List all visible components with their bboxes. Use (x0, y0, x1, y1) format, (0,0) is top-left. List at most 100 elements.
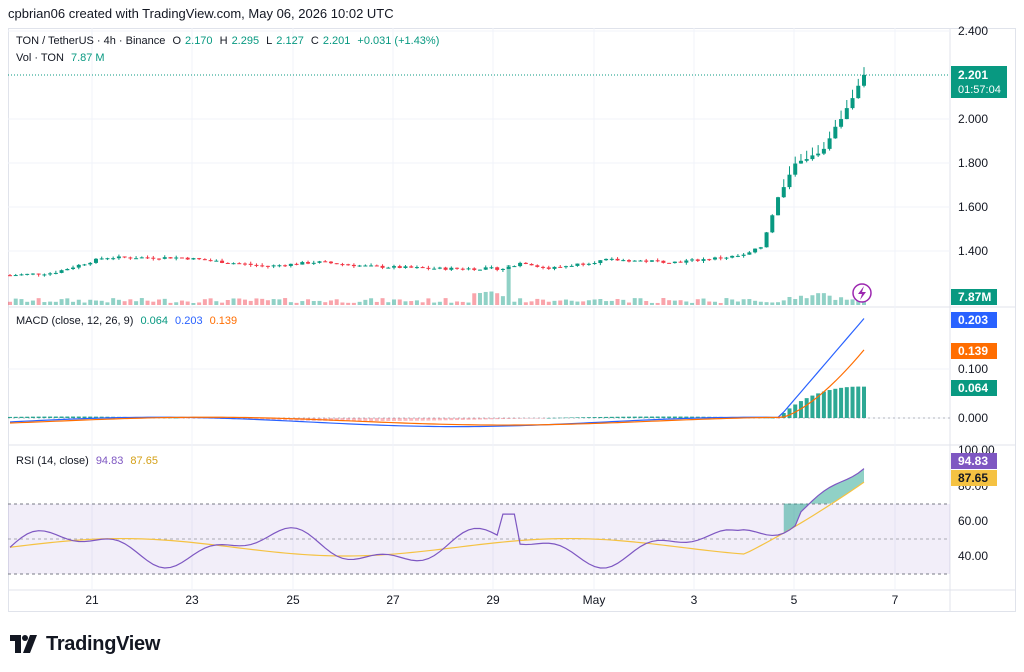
candle-body (420, 267, 425, 269)
macd-hist-bar (369, 418, 374, 422)
volume-label: Vol · TON (16, 52, 64, 64)
volume-bar (99, 300, 104, 305)
volume-bar (420, 302, 425, 305)
volume-bar (283, 298, 288, 305)
macd-hist-bar (357, 418, 362, 422)
candle-body (48, 273, 53, 275)
candle-body (483, 267, 488, 270)
macd-legend[interactable]: MACD (close, 12, 26, 9) 0.064 0.203 0.13… (16, 315, 241, 327)
candle-body (340, 264, 345, 266)
macd-hist-bar (472, 418, 477, 420)
volume-bar (139, 298, 144, 305)
svg-text:7.87M: 7.87M (958, 290, 991, 304)
volume-bar (598, 299, 603, 305)
volume-bar (277, 299, 282, 305)
volume-bar (495, 293, 500, 305)
tradingview-logo[interactable]: TradingView (10, 630, 160, 658)
symbol-legend[interactable]: TON / TetherUS · 4h · Binance O 2.170 H 2.… (16, 35, 443, 47)
time-tick: 7 (892, 593, 899, 607)
macd-hist-bar (25, 416, 30, 418)
volume-bar (197, 302, 202, 305)
candle-body (644, 260, 649, 262)
time-tick: 5 (791, 593, 798, 607)
macd-hist-bar (420, 418, 425, 421)
candle-body (179, 257, 184, 259)
candle-body (357, 265, 362, 267)
price-candles (8, 67, 866, 277)
volume-bar (42, 302, 47, 305)
rsi-value-badge: 94.83 (951, 453, 997, 469)
macd-hist-bar (627, 416, 632, 418)
candle-body (535, 265, 540, 267)
macd-tick: 0.100 (958, 362, 988, 376)
rsi-ma-value: 87.65 (130, 455, 158, 467)
candle-body (816, 153, 821, 156)
rsi-line (9, 468, 865, 569)
volume-bar (644, 301, 649, 305)
volume-bar (225, 299, 230, 305)
macd-hist-bar (563, 417, 568, 419)
macd-hist-bar (844, 387, 849, 418)
volume-bar (552, 300, 557, 305)
volume-bar (128, 299, 133, 305)
volume-bar (426, 298, 431, 305)
rsi-legend[interactable]: RSI (14, close) 94.83 87.65 (16, 455, 162, 467)
macd-hist-bar (827, 390, 832, 418)
macd-hist-bar (512, 418, 517, 419)
candle-body (174, 257, 179, 259)
svg-text:0.203: 0.203 (958, 313, 988, 327)
symbol-name[interactable]: TON / TetherUS · 4h · Binance (16, 35, 166, 47)
candle-body (225, 262, 230, 264)
volume-bar (220, 302, 225, 305)
macd-hist-bar (804, 398, 809, 418)
volume-bar (71, 301, 76, 305)
candle-body (334, 263, 339, 265)
candle-body (856, 85, 861, 99)
candle-body (260, 265, 265, 267)
volume-bar (621, 299, 626, 305)
volume-bar (661, 298, 666, 305)
volume-bar (265, 300, 270, 305)
tradingview-brand: TradingView (46, 632, 161, 655)
volume-bar (483, 291, 488, 305)
rsi-tick: 40.00 (958, 549, 988, 563)
macd-hist-bar (397, 418, 402, 421)
volume-legend[interactable]: Vol · TON 7.87 M (16, 52, 109, 64)
rsi-value: 94.83 (95, 455, 124, 467)
candle-body (151, 257, 156, 259)
candle-body (472, 268, 477, 270)
lightning-icon[interactable] (852, 283, 872, 303)
volume-bar (546, 301, 551, 305)
volume-bar (793, 299, 798, 305)
candle-body (833, 126, 838, 139)
candle-body (191, 258, 196, 260)
macd-hist-bar (380, 418, 385, 422)
macd-hist-bar (185, 418, 190, 419)
macd-hist-bar (787, 408, 792, 418)
candle-body (604, 258, 609, 261)
candle-body (449, 267, 454, 270)
macd-hist-bar (609, 416, 614, 418)
candle-body (592, 263, 597, 265)
candle-body (145, 257, 150, 259)
volume-bar (202, 299, 207, 305)
macd-hist-bar (328, 418, 333, 421)
volume-bar (300, 301, 305, 305)
candle-body (546, 267, 551, 269)
candle-body (672, 261, 677, 264)
macd-hist-bar (810, 395, 815, 418)
candle-body (678, 261, 683, 263)
macd-hist-bar (93, 416, 98, 418)
macd-hist-bar (392, 418, 397, 421)
candle-body (844, 108, 849, 120)
volume-bar (781, 300, 786, 305)
candle-body (661, 260, 666, 263)
chart-caption: cpbrian06 created with TradingView.com, … (8, 6, 394, 21)
volume-bar (260, 298, 265, 305)
svg-text:2.201: 2.201 (958, 68, 988, 82)
macd-signal-badge: 0.139 (951, 343, 997, 359)
volume-bar (254, 298, 259, 305)
volume-bar (489, 291, 494, 305)
high-label: H (219, 35, 228, 47)
